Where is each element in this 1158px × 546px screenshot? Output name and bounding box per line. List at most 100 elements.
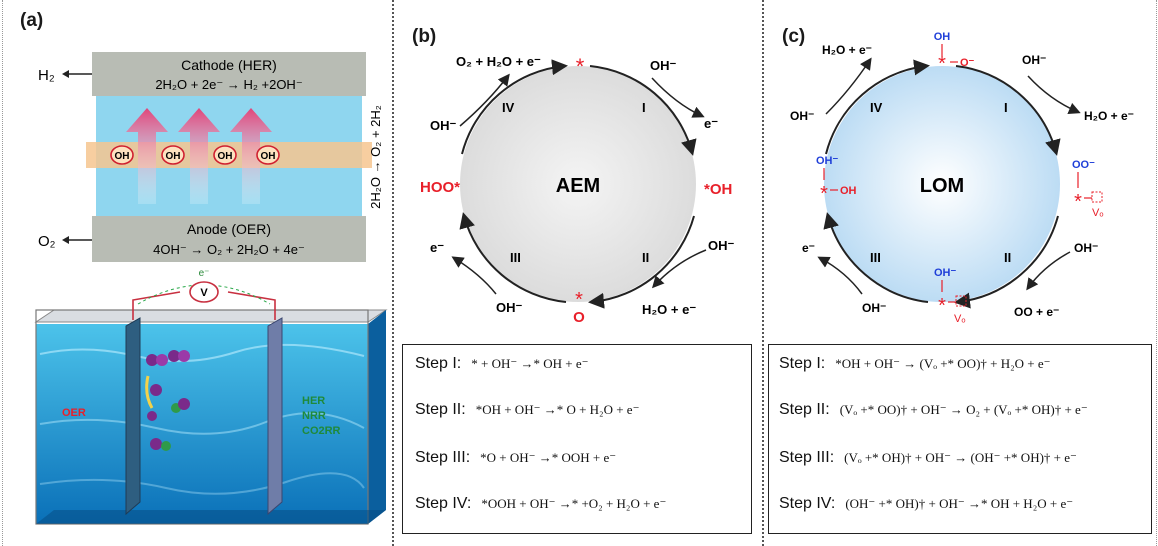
co2rr-label: CO2RR: [302, 425, 341, 437]
lom-eq-row-2: Step II: (Vₒ +* OO)† + OH⁻ → O₂ + (Vₒ +*…: [779, 401, 1088, 418]
lom-bottom-oh: OH⁻: [934, 267, 957, 279]
lom-oh-iv: OH⁻: [790, 109, 814, 123]
lom-left-oh-blue: OH⁻: [816, 155, 839, 167]
anode-bar: [92, 216, 366, 262]
lom-top-star: *: [938, 53, 946, 75]
electrolyzer-diagram: Cathode (HER) 2H₂O + 2e⁻ → H₂ +2OH⁻ H₂ O…: [34, 52, 388, 525]
aem-eq-row-4: Step IV: *OOH + OH⁻ →* +O₂ + H₂O + e⁻: [415, 495, 667, 512]
panel-c: (c) LOM OH * O⁻ OO⁻ * Vₒ OH⁻: [766, 4, 1154, 542]
aem-out-ii: H₂O + e⁻: [642, 302, 696, 317]
hydroxide-ions: OH OH OH OH: [110, 145, 280, 165]
lom-oh-i: OH⁻: [1022, 53, 1046, 67]
lom-cycle-diagram: LOM OH * O⁻ OO⁻ * Vₒ OH⁻ * OH OH⁻ * Vₒ I…: [790, 31, 1134, 325]
electron-label: e⁻: [199, 268, 210, 279]
lom-eq-row-4: Step IV: (OH⁻ +* OH)† + OH⁻ →* OH + H₂O …: [779, 495, 1074, 512]
wire-right: [227, 291, 276, 320]
lom-out-iv: H₂O + e⁻: [822, 43, 872, 57]
gas-molecules: [146, 350, 190, 451]
aem-center-label: AEM: [556, 175, 600, 197]
panel-a: (a) Cathode (HER) 2H₂O + 2e⁻ → H₂ +2OH⁻ …: [6, 4, 390, 542]
anode-equation: 4OH⁻ → O₂ + 2H₂O + 4e⁻: [153, 242, 305, 257]
aem-eq-row-2: Step II: *OH + OH⁻ →* O + H₂O + e⁻: [415, 401, 640, 418]
lom-top-o: O⁻: [960, 57, 975, 69]
lom-oh-ii: OH⁻: [1074, 241, 1098, 255]
overall-reaction: 2H₂O → O₂ + 2H₂: [368, 105, 383, 209]
lom-vacancy-right: [1091, 191, 1103, 203]
anode-title: Anode (OER): [187, 221, 271, 237]
lom-out-i: H₂O + e⁻: [1084, 109, 1134, 123]
voltmeter: [189, 281, 219, 303]
aem-equations-box: Step I: * + OH⁻ →* OH + e⁻ Step II: *OH …: [402, 344, 752, 534]
svg-text:OH: OH: [115, 151, 130, 162]
aem-cycle-diagram: AEM * *OH * O HOO* I II III IV OH⁻ e⁻ OH…: [420, 54, 735, 326]
aem-step-i: I: [642, 100, 646, 115]
cathode-bar: [92, 52, 366, 96]
aem-site-bottom-star: *: [575, 289, 583, 311]
frame-right-edge: [1156, 0, 1157, 546]
lom-out-ii: OO + e⁻: [1014, 305, 1059, 319]
aem-eq-row-3: Step III: *O + OH⁻ →* OOH + e⁻: [415, 449, 617, 466]
lom-oh-iii: OH⁻: [862, 301, 886, 315]
nrr-label: NRR: [302, 410, 326, 422]
lom-top-oh: OH: [934, 31, 951, 43]
h2-label: H₂: [38, 67, 55, 84]
aem-site-bottom: O: [573, 309, 585, 326]
panel-b-label: (b): [412, 26, 437, 47]
aem-oh-iii: OH⁻: [496, 300, 523, 315]
lom-equations-box: Step I: *OH + OH⁻ → (Vₒ +* OO)† + H₂O + …: [768, 344, 1152, 534]
svg-text:OH: OH: [218, 151, 233, 162]
lom-bottom-star: *: [938, 295, 946, 317]
panel-a-label: (a): [20, 10, 44, 31]
anode-electrode: [125, 317, 141, 516]
aem-out-iv: O₂ + H₂O + e⁻: [456, 54, 541, 69]
lom-circle: [824, 66, 1060, 302]
aem-e-iii: e⁻: [430, 240, 444, 255]
divider-b-c: [762, 0, 764, 546]
aem-site-left: HOO*: [420, 179, 460, 196]
her-label: HER: [302, 395, 325, 407]
frame-left-edge: [2, 0, 3, 546]
aem-site-right: *OH: [704, 181, 732, 198]
aem-step-iv: IV: [502, 100, 515, 115]
lom-eq-row-3: Step III: (Vₒ +* OH)† + OH⁻ → (OH⁻ +* OH…: [779, 449, 1077, 466]
lom-e-iii: e⁻: [802, 241, 815, 255]
svg-text:OH: OH: [166, 151, 181, 162]
cathode-title: Cathode (HER): [181, 57, 277, 73]
wire-left: [132, 291, 181, 320]
aem-oh-i: OH⁻: [650, 58, 677, 73]
ion-arrows: [126, 108, 272, 204]
lom-left-oh: OH: [840, 185, 857, 197]
lom-step-iv: IV: [870, 100, 883, 115]
svg-text:OH: OH: [261, 151, 276, 162]
lom-bottom-vo: Vₒ: [954, 313, 966, 325]
o2-label: O₂: [38, 233, 56, 250]
divider-a-b: [392, 0, 394, 546]
aem-e-i: e⁻: [704, 116, 718, 131]
electron-flow-path: [137, 284, 271, 305]
lom-eq-row-1: Step I: *OH + OH⁻ → (Vₒ +* OO)† + H₂O + …: [779, 355, 1051, 372]
aem-oh-iv: OH⁻: [430, 118, 457, 133]
lom-right-star: *: [1074, 191, 1082, 213]
lom-step-ii: II: [1004, 250, 1011, 265]
panel-b: (b) AEM * *OH * O HOO* I II III IV OH⁻: [396, 4, 760, 542]
aem-circle: [460, 66, 696, 302]
lom-step-i: I: [1004, 100, 1008, 115]
lom-left-star: *: [820, 183, 828, 205]
lom-right-vo: Vₒ: [1092, 207, 1104, 219]
aem-step-ii: II: [642, 250, 649, 265]
bubble-trail: [145, 375, 154, 409]
oer-label: OER: [62, 407, 86, 419]
aem-oh-ii: OH⁻: [708, 238, 735, 253]
cathode-electrode: [267, 317, 283, 516]
lom-right-oo: OO⁻: [1072, 159, 1095, 171]
aem-site-top: *: [576, 54, 585, 79]
cathode-equation: 2H₂O + 2e⁻ → H₂ +2OH⁻: [155, 77, 302, 92]
electrolysis-tank: [34, 309, 388, 525]
lom-vacancy-bottom: [955, 295, 967, 307]
aem-eq-row-1: Step I: * + OH⁻ →* OH + e⁻: [415, 355, 589, 372]
aem-step-iii: III: [510, 250, 521, 265]
voltmeter-label: V: [200, 287, 208, 299]
lom-step-iii: III: [870, 250, 881, 265]
panel-c-label: (c): [782, 26, 806, 47]
lom-center-label: LOM: [920, 175, 964, 197]
